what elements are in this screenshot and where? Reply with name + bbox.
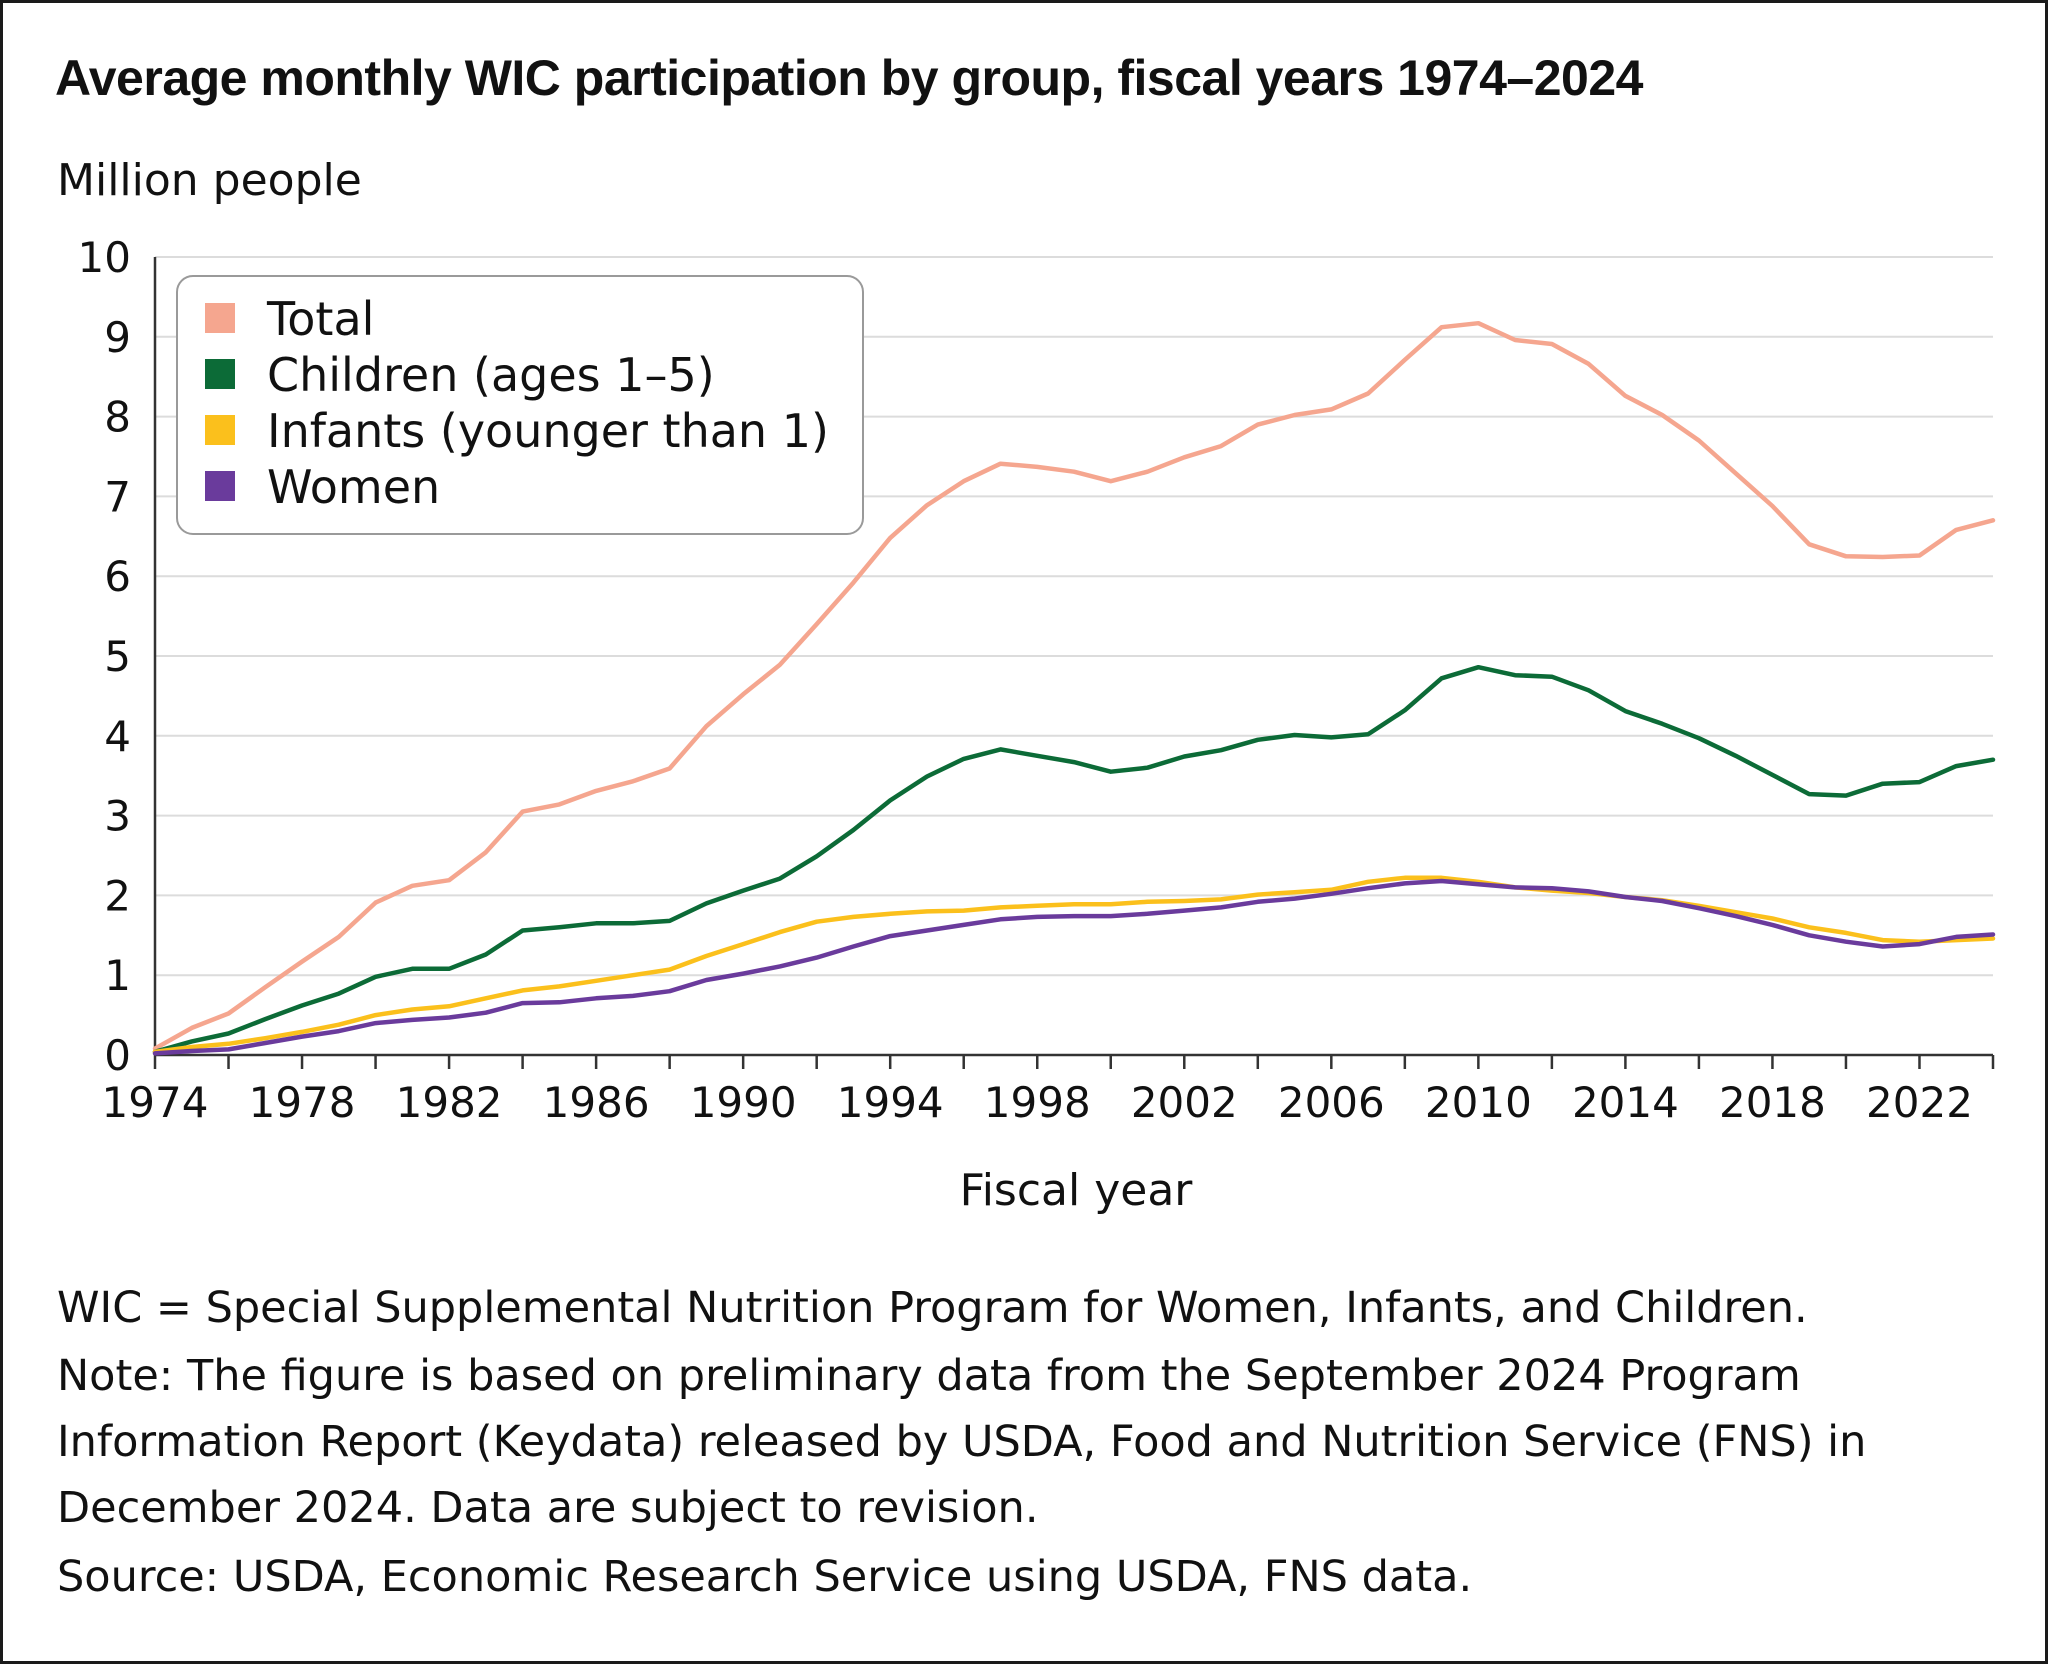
- legend-swatch: [205, 303, 235, 333]
- x-tick-label: 1982: [396, 1078, 503, 1127]
- wic-definition: WIC = Special Supplemental Nutrition Pro…: [57, 1283, 1808, 1333]
- y-axis-title: Million people: [57, 155, 362, 206]
- series-line-total: [152, 320, 1996, 1051]
- y-tick-label: 9: [104, 313, 131, 362]
- axes: [153, 257, 1993, 1057]
- y-tick-label: 7: [104, 472, 131, 521]
- series-lines: [152, 320, 1996, 1056]
- legend-label: Infants (younger than 1): [267, 404, 829, 458]
- series-line-infants: [152, 875, 1996, 1055]
- x-tick-label: 2002: [1131, 1078, 1238, 1127]
- x-tick-label: 1974: [102, 1078, 209, 1127]
- legend-box: [176, 275, 864, 535]
- x-tick-label: 1986: [543, 1078, 650, 1127]
- y-axis-ticks: 0 1 2 3 4 5 6 7 8 9 10: [78, 233, 131, 1080]
- legend-swatch: [205, 471, 235, 501]
- x-tick-label: 1990: [690, 1078, 797, 1127]
- x-tick-label: 1994: [837, 1078, 944, 1127]
- y-tick-label: 2: [104, 871, 131, 920]
- x-tick-label: 2010: [1425, 1078, 1532, 1127]
- x-tick-label: 2006: [1278, 1078, 1385, 1127]
- series-line-women: [152, 878, 1996, 1056]
- y-tick-label: 3: [104, 792, 131, 841]
- legend-label: Women: [267, 460, 440, 514]
- x-tick-label: 1998: [984, 1078, 1091, 1127]
- y-tick-label: 1: [104, 951, 131, 1000]
- series-line-children: [152, 664, 1996, 1055]
- data-note: Note: The figure is based on preliminary…: [57, 1351, 1867, 1533]
- line-chart: 0 1 2 3 4 5 6 7 8 9 10 1974 1978 1982 1986 1990 1994 199…: [57, 155, 1996, 1216]
- legend-label: Children (ages 1–5): [267, 348, 715, 402]
- y-tick-label: 0: [104, 1031, 131, 1080]
- x-axis-title: Fiscal year: [960, 1165, 1194, 1216]
- y-tick-label: 8: [104, 393, 131, 442]
- x-tick-label: 2022: [1866, 1078, 1973, 1127]
- legend-label: Total: [266, 292, 374, 346]
- chart-title: Average monthly WIC participation by gro…: [55, 50, 1643, 106]
- legend-swatch: [205, 359, 235, 389]
- y-tick-label: 10: [78, 233, 131, 282]
- legend-swatch: [205, 415, 235, 445]
- y-tick-label: 4: [104, 712, 131, 761]
- x-axis-ticks: 1974 1978 1982 1986 1990 1994 1998 2002 2006 2010…: [102, 1055, 1995, 1127]
- y-tick-label: 5: [104, 632, 131, 681]
- y-tick-label: 6: [104, 552, 131, 601]
- x-tick-label: 2018: [1719, 1078, 1826, 1127]
- x-tick-label: 2014: [1572, 1078, 1679, 1127]
- source-note: Source: USDA, Economic Research Service …: [57, 1552, 1473, 1602]
- x-tick-label: 1978: [249, 1078, 356, 1127]
